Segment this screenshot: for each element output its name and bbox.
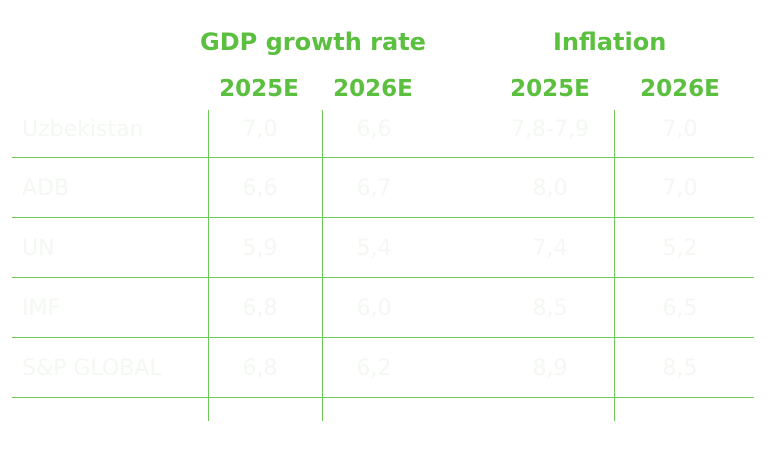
table-cell: 5,9 xyxy=(242,236,278,261)
row-label: Uzbekistan xyxy=(22,117,144,142)
grid-hline-4 xyxy=(12,337,754,338)
table-cell: 6,5 xyxy=(662,296,698,321)
grid-hline-5 xyxy=(12,397,754,398)
grid-hline-1 xyxy=(12,157,754,158)
col-header-inflation-2025: 2025E xyxy=(510,76,590,102)
table-cell: 6,6 xyxy=(242,176,278,201)
table-cell: 7,0 xyxy=(242,117,278,142)
table-cell: 6,8 xyxy=(242,356,278,381)
grid-vline-3 xyxy=(614,110,615,421)
table-cell: 7,4 xyxy=(532,236,568,261)
table-cell: 7,0 xyxy=(662,176,698,201)
table-cell: 6,2 xyxy=(356,356,392,381)
table-cell: 5,4 xyxy=(356,236,392,261)
table-cell: 8,9 xyxy=(532,356,568,381)
col-header-gdp-2026: 2026E xyxy=(333,76,413,102)
table-cell: 7,8-7,9 xyxy=(511,117,589,142)
row-label: S&P GLOBAL xyxy=(22,356,162,381)
grid-vline-1 xyxy=(208,110,209,421)
table-cell: 6,8 xyxy=(242,296,278,321)
grid-hline-3 xyxy=(12,277,754,278)
table-cell: 6,7 xyxy=(356,176,392,201)
col-header-gdp-2025: 2025E xyxy=(219,76,299,102)
grid-hline-2 xyxy=(12,217,754,218)
col-header-inflation-2026: 2026E xyxy=(640,76,720,102)
table-cell: 8,5 xyxy=(662,356,698,381)
table-cell: 7,0 xyxy=(662,117,698,142)
row-label: IMF xyxy=(22,296,61,321)
group-title-gdp: GDP growth rate xyxy=(200,28,426,56)
row-label: ADB xyxy=(22,176,70,201)
table-cell: 5,2 xyxy=(662,236,698,261)
grid-vline-2 xyxy=(322,110,323,421)
table-cell: 8,0 xyxy=(532,176,568,201)
table-cell: 8,5 xyxy=(532,296,568,321)
table-cell: 6,6 xyxy=(356,117,392,142)
row-label: UN xyxy=(22,236,55,261)
group-title-inflation: Inflation xyxy=(553,28,667,56)
table-cell: 6,0 xyxy=(356,296,392,321)
